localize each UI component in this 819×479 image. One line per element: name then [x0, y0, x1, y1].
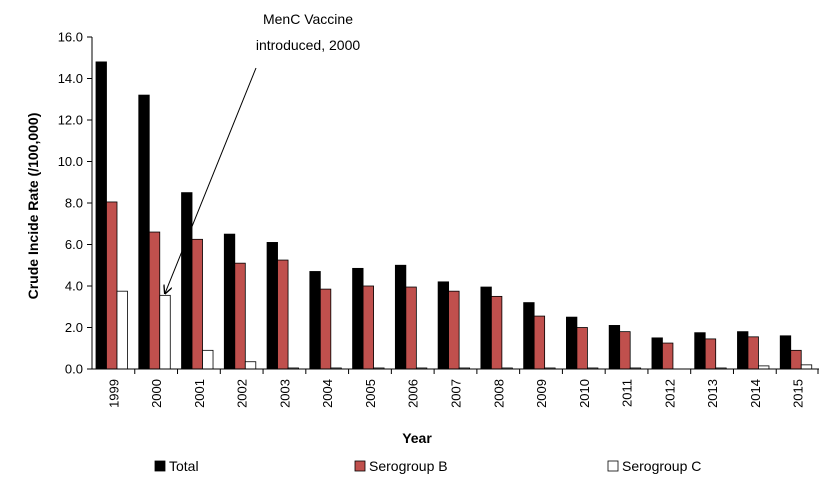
bar-serogroup-c — [116, 290, 128, 370]
legend-label-serogroup-c: Serogroup C — [622, 458, 701, 474]
bar-serogroup-b — [533, 315, 546, 370]
x-tick-label: 2012 — [662, 379, 677, 408]
bar-total — [394, 264, 407, 370]
bar-serogroup-b — [490, 295, 503, 370]
x-tick-label: 2010 — [577, 379, 592, 408]
x-tick-label: 2007 — [449, 379, 464, 408]
legend: Total Serogroup B Serogroup C — [154, 458, 701, 474]
bar-serogroup-b — [277, 259, 289, 370]
x-tick-label: 2002 — [235, 379, 250, 408]
annotation-line-2: introduced, 2000 — [256, 37, 361, 53]
bar-serogroup-c — [244, 361, 257, 370]
x-tick-label: 2005 — [363, 379, 378, 408]
y-tick-label: 0.0 — [65, 362, 83, 377]
y-axis-title: Crude Incide Rate (/100,000) — [25, 113, 41, 300]
legend-label-total: Total — [169, 458, 199, 474]
y-tick-label: 6.0 — [65, 237, 83, 252]
bar-total — [737, 331, 749, 370]
x-tick-label: 2004 — [320, 379, 335, 408]
x-tick-label: 2006 — [406, 379, 421, 408]
x-tick-label: 2001 — [192, 379, 207, 408]
bar-total — [223, 233, 236, 370]
bar-serogroup-b — [106, 201, 118, 370]
x-tick-label: 2009 — [534, 379, 549, 408]
bar-serogroup-c — [159, 294, 171, 370]
bar-total — [651, 337, 663, 370]
bar-total — [437, 281, 450, 370]
bar-total — [608, 325, 621, 370]
bar-serogroup-b — [319, 288, 332, 370]
bar-total — [352, 267, 364, 370]
bar-serogroup-b — [747, 336, 759, 370]
bar-serogroup-b — [790, 349, 802, 370]
x-tick-label: 2003 — [277, 379, 292, 408]
legend-label-serogroup-b: Serogroup B — [369, 458, 448, 474]
bar-total — [566, 316, 578, 370]
bar-total — [266, 242, 278, 370]
bar-total — [138, 94, 150, 370]
x-tick-label: 2013 — [705, 379, 720, 408]
y-tick-label: 10.0 — [58, 154, 83, 169]
bar-serogroup-b — [448, 290, 460, 370]
bar-total — [95, 61, 107, 370]
legend-swatch-serogroup-c — [607, 460, 619, 472]
y-tick-label: 8.0 — [65, 196, 83, 211]
bar-serogroup-b — [405, 286, 417, 370]
x-tick-label: 2015 — [791, 379, 806, 408]
bar-total — [523, 302, 535, 370]
bar-total — [309, 271, 321, 370]
y-tick-label: 12.0 — [58, 113, 83, 128]
annotation: MenC Vaccine introduced, 2000 — [165, 11, 360, 293]
legend-swatch-serogroup-b — [354, 460, 366, 472]
x-tick-label: 2000 — [149, 379, 164, 408]
y-tick-label: 2.0 — [65, 320, 83, 335]
y-ticks: 0.0 2.0 4.0 6.0 8.0 10.0 12.0 14.0 16.0 — [58, 30, 92, 377]
bar-total — [480, 286, 492, 370]
y-tick-label: 16.0 — [58, 30, 83, 45]
x-tick-label: 2008 — [491, 379, 506, 408]
bar-total — [181, 192, 193, 370]
bar-serogroup-c — [800, 364, 813, 370]
bar-serogroup-b — [662, 342, 674, 370]
x-tick-label: 2014 — [748, 379, 763, 408]
bar-serogroup-c — [202, 349, 214, 370]
bar-serogroup-b — [576, 327, 588, 370]
annotation-arrow — [165, 67, 257, 293]
annotation-line-1: MenC Vaccine — [263, 11, 353, 27]
x-ticks: 1999 2000 2001 2002 2003 2004 2005 2006 2007 2008… — [106, 369, 819, 408]
x-tick-label: 2011 — [620, 379, 635, 407]
bar-total — [779, 335, 792, 370]
legend-swatch-total — [154, 460, 166, 472]
bars-group — [95, 61, 813, 370]
bar-serogroup-b — [619, 331, 631, 370]
bar-serogroup-b — [148, 231, 161, 370]
bar-serogroup-b — [191, 238, 203, 370]
y-tick-label: 14.0 — [58, 71, 83, 86]
bar-serogroup-b — [234, 262, 246, 370]
y-tick-label: 4.0 — [65, 279, 83, 294]
x-tick-label: 1999 — [106, 379, 121, 408]
bar-total — [694, 332, 706, 370]
bar-serogroup-b — [704, 338, 717, 370]
bar-serogroup-b — [362, 285, 374, 370]
x-axis-title: Year — [402, 430, 432, 446]
